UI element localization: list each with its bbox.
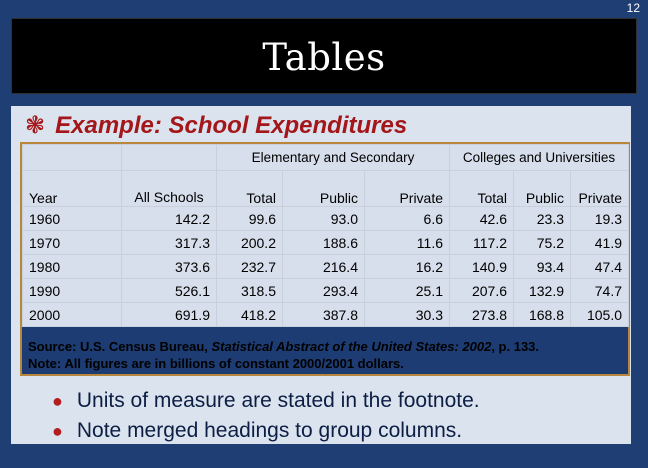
list-item: ● Units of measure are stated in the foot… (52, 386, 480, 416)
table-cell: 526.1 (121, 278, 217, 303)
table-cell: 47.4 (570, 254, 630, 279)
table-cell: 188.6 (282, 230, 365, 255)
column-header: Public (513, 170, 572, 207)
bullet-text: Units of measure are stated in the footn… (76, 389, 480, 412)
source-title: Statistical Abstract of the United State… (211, 339, 492, 354)
slide-number: 12 (626, 1, 640, 15)
list-item: ● Note merged headings to group columns. (52, 416, 480, 446)
table-cell: 1960 (22, 206, 122, 231)
table-row: 1960 142.2 99.6 93.0 6.6 42.6 23.3 19.3 (22, 206, 630, 231)
bullet-list: ● Units of measure are stated in the foot… (52, 386, 480, 446)
table-cell: 691.9 (121, 302, 217, 327)
table-cell: 318.5 (216, 278, 283, 303)
group-header-colleges: Colleges and Universities (449, 144, 630, 171)
snowflake-bullet-icon: ❃ (25, 112, 46, 139)
header-blank-all (121, 144, 217, 171)
table-cell: 93.0 (282, 206, 365, 231)
table-cell: 105.0 (570, 302, 630, 327)
table-cell: 117.2 (449, 230, 515, 255)
table-cell: 293.4 (282, 278, 365, 303)
source-suffix: , p. 133. (491, 339, 540, 354)
column-header: Year (22, 170, 122, 207)
bullet-dot-icon: ● (52, 391, 63, 411)
source-prefix: Source: U.S. Census Bureau, (28, 339, 212, 354)
table-cell: 1980 (22, 254, 122, 279)
table-cell: 232.7 (216, 254, 283, 279)
table-cell: 2000 (22, 302, 122, 327)
table-cell: 16.2 (363, 254, 451, 279)
group-header-elementary: Elementary and Secondary (215, 144, 451, 171)
table-cell: 23.3 (513, 206, 572, 231)
expenditures-table: Elementary and Secondary Colleges and Un… (22, 144, 630, 327)
table-cell: 142.2 (121, 206, 217, 231)
table-footnote: Source: U.S. Census Bureau, Statistical … (22, 336, 628, 372)
note-line: Note: All figures are in billions of con… (28, 356, 404, 371)
table-cell: 200.2 (216, 230, 283, 255)
table-cell: 273.8 (449, 302, 515, 327)
table-cell: 216.4 (282, 254, 365, 279)
column-header: Private (570, 170, 630, 207)
table-cell: 99.6 (216, 206, 283, 231)
table-cell: 132.9 (513, 278, 572, 303)
table-cell: 74.7 (570, 278, 630, 303)
table-cell: 387.8 (282, 302, 365, 327)
table-cell: 42.6 (449, 206, 515, 231)
source-line: Source: U.S. Census Bureau, Statistical … (28, 338, 622, 355)
table-row: 1990 526.1 318.5 293.4 25.1 207.6 132.9 … (22, 278, 630, 303)
group-header-row: Elementary and Secondary Colleges and Un… (22, 144, 630, 171)
table-cell: 373.6 (121, 254, 217, 279)
table-cell: 140.9 (449, 254, 515, 279)
expenditures-table-box: Elementary and Secondary Colleges and Un… (20, 142, 630, 376)
table-row: 1970 317.3 200.2 188.6 11.6 117.2 75.2 4… (22, 230, 630, 255)
column-header: Total (449, 170, 515, 207)
table-cell: 41.9 (570, 230, 630, 255)
slide-title: Tables (262, 36, 386, 79)
column-header: Public (282, 170, 365, 207)
table-cell: 317.3 (121, 230, 217, 255)
table-cell: 1970 (22, 230, 122, 255)
table-cell: 25.1 (363, 278, 451, 303)
table-cell: 1990 (22, 278, 122, 303)
header-blank-year (22, 144, 122, 171)
table-cell: 168.8 (513, 302, 572, 327)
table-cell: 11.6 (363, 230, 451, 255)
column-header: All Schools (121, 170, 217, 207)
table-cell: 75.2 (513, 230, 572, 255)
table-cell: 418.2 (216, 302, 283, 327)
example-label: Example: School Expenditures (55, 112, 408, 139)
table-cell: 6.6 (363, 206, 451, 231)
column-header: Total (216, 170, 283, 207)
bullet-dot-icon: ● (52, 421, 63, 441)
example-heading: ❃ Example: School Expenditures (25, 111, 407, 141)
table-row: 2000 691.9 418.2 387.8 30.3 273.8 168.8 … (22, 302, 630, 327)
table-cell: 19.3 (570, 206, 630, 231)
column-header: Private (363, 170, 451, 207)
table-cell: 207.6 (449, 278, 515, 303)
table-cell: 93.4 (513, 254, 572, 279)
column-header-row: Year All Schools Total Public Private To… (22, 170, 630, 207)
table-row: 1980 373.6 232.7 216.4 16.2 140.9 93.4 4… (22, 254, 630, 279)
table-cell: 30.3 (363, 302, 451, 327)
title-band (11, 18, 637, 94)
bullet-text: Note merged headings to group columns. (76, 419, 463, 442)
